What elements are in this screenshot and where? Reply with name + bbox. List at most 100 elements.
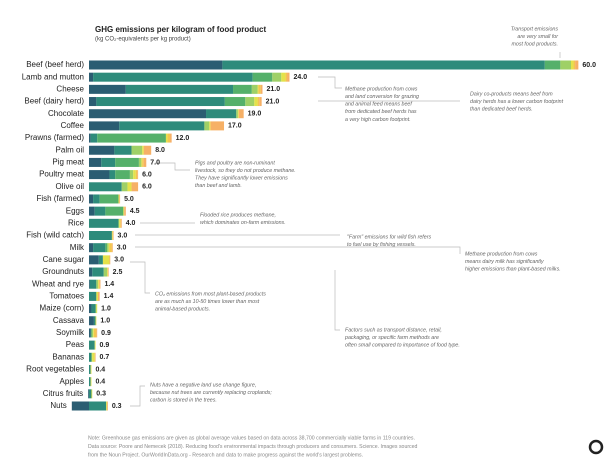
bar-segment — [93, 72, 253, 82]
bar-segment — [206, 109, 237, 119]
bar-segment — [90, 377, 92, 387]
bar-segment — [106, 401, 108, 411]
bar-segment — [89, 97, 97, 107]
category-label: Soymilk — [56, 328, 85, 337]
bar-segment — [103, 267, 108, 277]
category-label: Rice — [68, 218, 85, 227]
annotation: and land conversion for grazing — [345, 94, 419, 100]
bar-segment — [210, 121, 225, 131]
value-label: 3.0 — [114, 257, 124, 264]
footnote: from the Noun Project. OurWorldInData.or… — [88, 452, 363, 458]
bar-segment — [133, 170, 136, 180]
annotation: are very small for — [517, 34, 558, 40]
bar-segment — [96, 279, 99, 289]
bar-segment — [89, 267, 93, 277]
annotation: which dominates on-farm emissions. — [200, 220, 286, 226]
category-label: Pig meat — [52, 158, 84, 167]
annotation: Transport emissions — [511, 26, 559, 32]
value-label: 2.5 — [113, 269, 123, 276]
value-label: 1.4 — [104, 281, 114, 288]
value-label: 1.0 — [100, 318, 110, 325]
annotation: a very high carbon footprint. — [345, 117, 411, 123]
category-label: Fish (farmed) — [36, 194, 84, 203]
bar-segment — [170, 133, 172, 143]
logo-mark — [588, 439, 604, 455]
value-label: 0.7 — [100, 354, 110, 361]
bar-segment — [96, 291, 99, 301]
bar-segment — [89, 352, 92, 362]
bar-segment — [238, 109, 244, 119]
bar-segment — [93, 316, 96, 326]
bar-segment — [222, 60, 545, 70]
category-label: Maize (corn) — [40, 304, 85, 313]
annotation: Factors such as transport distance, reta… — [345, 327, 442, 333]
bar-segment — [167, 133, 171, 143]
bar-segment — [570, 60, 574, 70]
bar-segment — [210, 121, 211, 131]
category-label: Palm oil — [56, 145, 85, 154]
category-label: Cane sugar — [43, 255, 85, 264]
bar-segment — [95, 304, 97, 314]
bar-segment — [92, 352, 95, 362]
value-label: 3.0 — [117, 245, 127, 252]
bar-segment — [115, 170, 130, 180]
bar-segment — [120, 218, 121, 228]
bar-segment — [109, 170, 116, 180]
bar-segment — [95, 316, 97, 326]
category-label: Poultry meat — [39, 170, 85, 179]
bar-segment — [260, 84, 263, 94]
bar-segment — [120, 218, 122, 228]
annotation: livestock, so they do not produce methan… — [195, 168, 296, 174]
bar-segment — [123, 206, 125, 216]
bar-segment — [91, 304, 96, 314]
bar-segment — [93, 328, 94, 338]
bar-segment — [544, 60, 561, 70]
bar-segment — [137, 170, 139, 180]
annotation: Nuts have a negative land use change fig… — [150, 382, 256, 388]
bar-segment — [252, 72, 273, 82]
annotation: animal-based products. — [155, 307, 210, 313]
value-label: 0.4 — [95, 378, 105, 385]
annotation: carbon is stored in the trees. — [150, 398, 217, 404]
bar-segment — [107, 401, 108, 411]
bar-segment — [89, 60, 223, 70]
value-label: 7.0 — [150, 159, 160, 166]
category-label: Prawns (farmed) — [25, 133, 84, 142]
bar-segment — [109, 255, 111, 265]
bar-segment — [98, 279, 100, 289]
connectors — [130, 52, 561, 407]
category-label: Groundnuts — [42, 267, 84, 276]
annotation: are as much as 10-50 times lower than mo… — [155, 299, 260, 305]
bar-segment — [91, 352, 93, 362]
bar-segment — [94, 206, 106, 216]
bar-segment — [127, 182, 132, 192]
bar-segment — [143, 145, 152, 155]
annotation: Flooded rice produces methane, — [200, 212, 276, 218]
bar-segment — [90, 328, 92, 338]
footnote: Data source: Poore and Nemecek (2018). R… — [88, 444, 418, 450]
value-label: 0.9 — [100, 342, 110, 349]
bar-segment — [89, 279, 90, 289]
bar-segment — [259, 97, 262, 107]
value-label: 24.0 — [293, 74, 307, 81]
annotation: than beef and lamb. — [195, 183, 242, 189]
value-label: 6.0 — [142, 184, 152, 191]
bar-segment — [98, 291, 100, 301]
bar-segment — [114, 145, 132, 155]
bar-segment — [121, 182, 128, 192]
category-label: Beef (dairy herd) — [24, 97, 84, 106]
bar-segment — [97, 133, 166, 143]
category-label: Apples — [60, 377, 84, 386]
bar-segment — [287, 72, 290, 82]
bar-segment — [89, 133, 91, 143]
category-label: Cheese — [56, 84, 84, 93]
value-label: 6.0 — [142, 171, 152, 178]
bar-segment — [119, 194, 121, 204]
bar-segment — [93, 328, 97, 338]
bar-segment — [138, 157, 142, 167]
annotation: dairy herds has a lower carbon footprint — [470, 99, 564, 105]
connector — [318, 76, 342, 89]
category-label: Nuts — [50, 401, 66, 410]
chart-subtitle: (kg CO₂-equivalents per kg product) — [95, 37, 191, 43]
value-label: 21.0 — [266, 86, 280, 93]
